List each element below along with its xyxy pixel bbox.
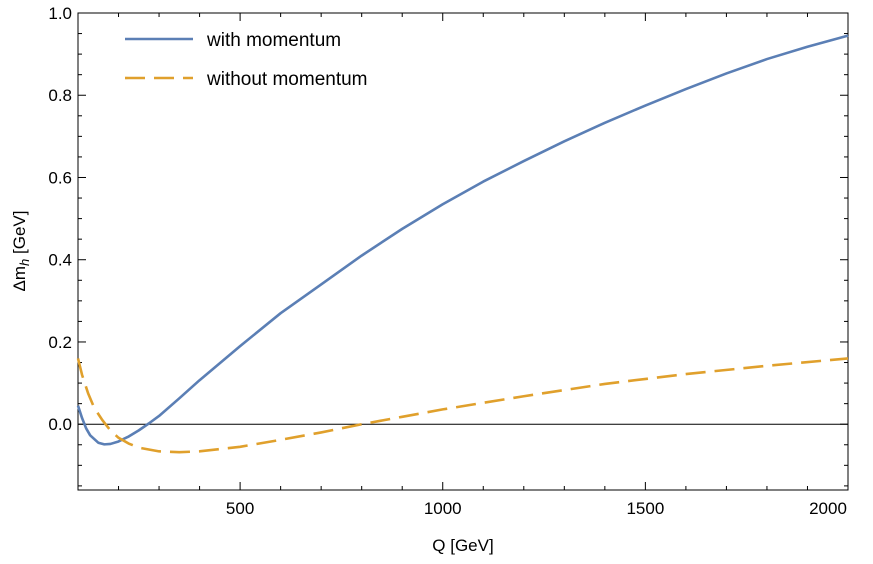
legend-label-with-momentum: with momentum <box>206 30 341 51</box>
y-axis-label-main: Δm <box>10 266 29 292</box>
y-axis-label-subscript: h <box>17 259 32 266</box>
y-axis-label: Δmh [GeV] <box>10 211 32 292</box>
x-tick-labels: 500 1000 1500 2000 <box>226 499 847 518</box>
y-tick-label: 0.4 <box>48 251 72 270</box>
x-tick-label: 1000 <box>424 499 462 518</box>
series-layer <box>76 34 849 454</box>
x-axis-label: Q [GeV] <box>432 536 493 555</box>
legend: with momentum without momentum <box>125 30 368 90</box>
series-line-with-momentum <box>76 34 849 446</box>
x-tick-label: 500 <box>226 499 254 518</box>
y-tick-label: 1.0 <box>48 4 72 23</box>
series-line-without-momentum <box>76 357 849 454</box>
x-tick-label: 1500 <box>626 499 664 518</box>
y-tick-labels: 0.0 0.2 0.4 0.6 0.8 1.0 <box>48 4 72 434</box>
y-axis-label-unit: [GeV] <box>10 211 29 259</box>
y-tick-label: 0.6 <box>48 168 72 187</box>
plot-frame <box>77 12 849 491</box>
y-tick-label: 0.8 <box>48 86 72 105</box>
y-tick-label: 0.0 <box>48 415 72 434</box>
x-tick-label: 2000 <box>809 499 847 518</box>
y-tick-label: 0.2 <box>48 333 72 352</box>
major-ticks <box>78 12 849 490</box>
legend-label-without-momentum: without momentum <box>206 69 368 90</box>
minor-ticks <box>77 13 848 490</box>
